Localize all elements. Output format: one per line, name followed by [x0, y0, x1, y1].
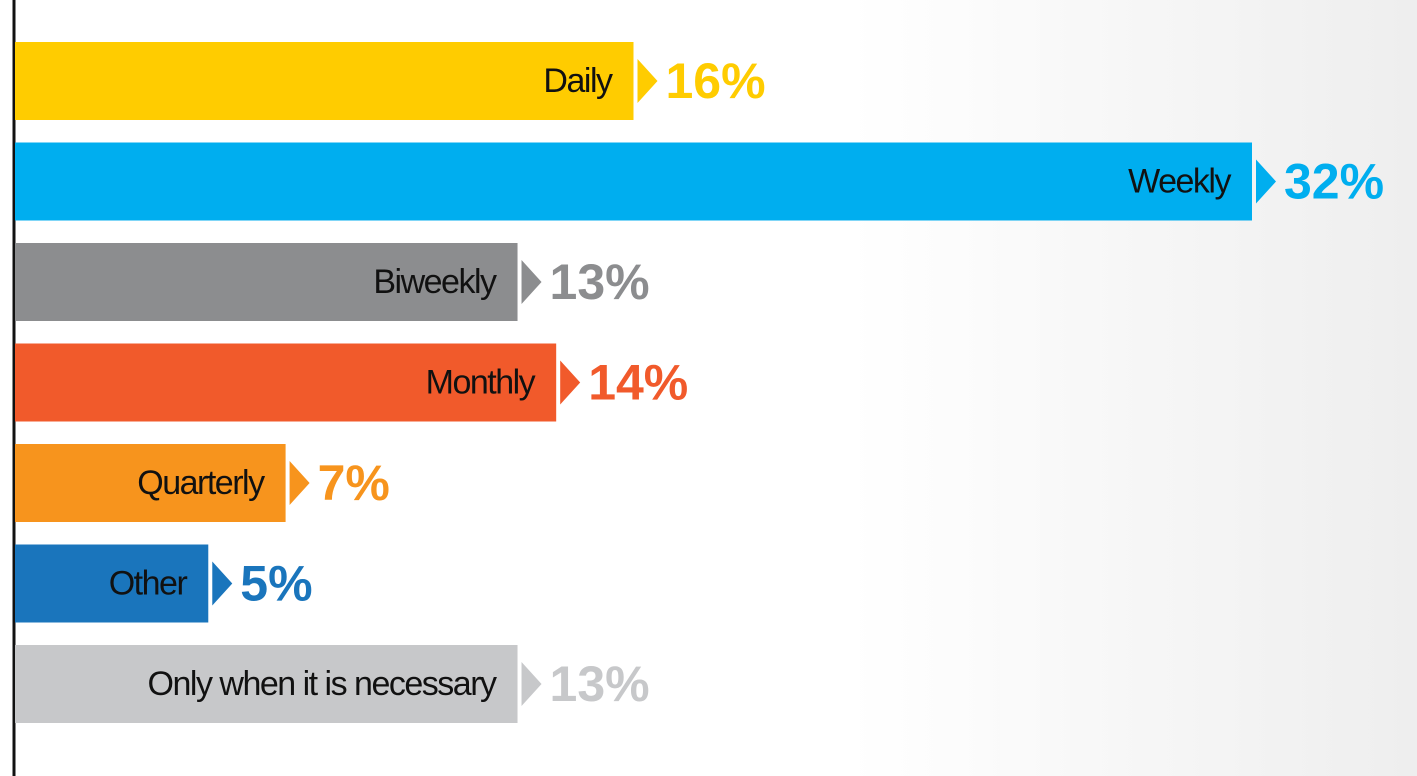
- bar: [15, 645, 542, 723]
- bar: [15, 42, 658, 120]
- value-label: 14%: [588, 355, 688, 411]
- category-label: Weekly: [1128, 163, 1231, 201]
- category-label: Only when it is necessary: [148, 665, 497, 703]
- bar: [15, 343, 581, 422]
- category-label: Quarterly: [137, 464, 265, 502]
- category-label: Monthly: [426, 364, 536, 402]
- value-label: 16%: [666, 53, 766, 109]
- value-label: 5%: [240, 556, 312, 612]
- value-label: 13%: [550, 254, 650, 310]
- bar: [15, 243, 542, 321]
- bar: [15, 444, 310, 522]
- value-label: 13%: [550, 656, 650, 712]
- category-label: Daily: [543, 62, 613, 100]
- category-label: Other: [109, 565, 188, 603]
- bar: [15, 142, 1276, 221]
- category-label: Biweekly: [373, 263, 497, 301]
- value-label: 7%: [318, 455, 390, 511]
- bar: [15, 544, 233, 623]
- value-label: 32%: [1284, 154, 1384, 210]
